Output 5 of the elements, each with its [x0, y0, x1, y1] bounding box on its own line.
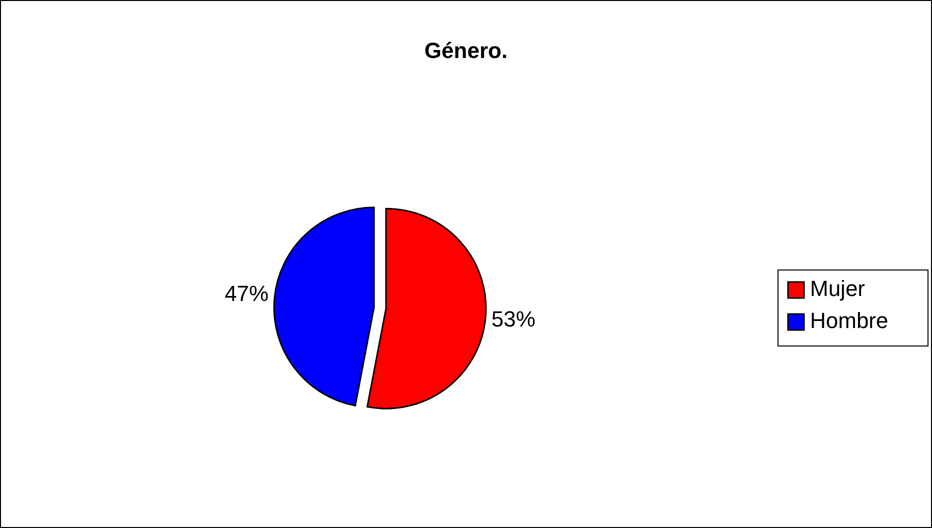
- data-label: 53%: [491, 306, 536, 332]
- data-label: 47%: [224, 281, 269, 306]
- legend-label: Hombre: [810, 308, 888, 333]
- legend-label: Mujer: [810, 276, 866, 301]
- chart-title: Género.: [424, 38, 508, 63]
